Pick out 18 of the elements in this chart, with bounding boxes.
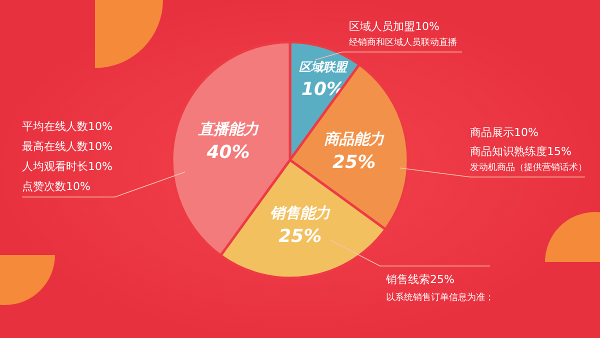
data-label: 40% [206, 142, 250, 163]
slice-label: 直播能力 [197, 120, 260, 138]
text: 商品知识熟练度15% [470, 145, 572, 158]
text: 区域人员加盟10% [349, 20, 440, 33]
text: 商品展示10% [470, 126, 538, 139]
slice-label: 区域联盟 [298, 60, 349, 74]
text: 人均观看时长10% [22, 160, 112, 173]
text: 以系统销售订单信息为准； [386, 292, 494, 303]
text: 发动机商品（提供营销话术） [470, 162, 587, 173]
text: 经销商和区域人员联动直播 [349, 37, 457, 48]
slice-label: 销售能力 [270, 204, 332, 222]
data-label: 25% [332, 152, 376, 173]
data-label: 25% [278, 226, 322, 248]
text: 销售线索25% [385, 273, 454, 286]
text: 最高在线人数10% [22, 140, 112, 153]
text: 点赞次数10% [22, 180, 90, 193]
slice-label: 商品能力 [324, 130, 386, 148]
text: 平均在线人数10% [22, 120, 112, 133]
